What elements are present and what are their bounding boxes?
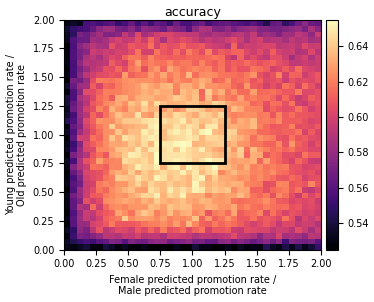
Title: accuracy: accuracy [164, 5, 221, 18]
X-axis label: Female predicted promotion rate /
Male predicted promotion rate: Female predicted promotion rate / Male p… [109, 275, 276, 297]
Bar [160, 106, 224, 163]
Y-axis label: Young predicted promotion rate /
Old predicted promotion rate: Young predicted promotion rate / Old pre… [6, 54, 27, 215]
